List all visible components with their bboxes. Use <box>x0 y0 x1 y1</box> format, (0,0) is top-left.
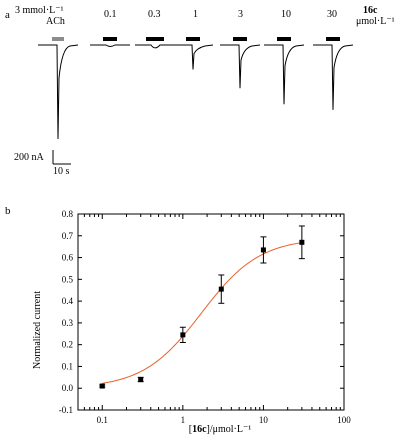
dose-application-bar <box>233 37 247 41</box>
x-axis-label-compound: 16c <box>192 424 207 435</box>
x-tick-label: 0.1 <box>97 415 108 425</box>
hill-fit-line <box>102 242 302 384</box>
current-trace <box>220 44 261 89</box>
dose-label-5: 30 <box>327 9 337 20</box>
x-tick-label: 100 <box>337 415 351 425</box>
panel-b-label: b <box>5 205 11 217</box>
electrophysiology-traces <box>38 37 354 165</box>
y-tick-label: 0.1 <box>62 361 73 371</box>
current-trace <box>173 44 214 70</box>
x-axis-label-open: [ <box>189 424 192 435</box>
current-trace <box>90 44 130 47</box>
current-trace <box>135 44 175 49</box>
compound-label: 16c <box>363 5 378 16</box>
scale-bar-current-label: 200 nA <box>14 152 44 163</box>
data-point <box>180 332 186 338</box>
unit-label: μmol·L⁻¹ <box>356 16 395 27</box>
x-tick-label: 1 <box>181 415 186 425</box>
x-axis-label-unit: ]/μmol·L⁻¹ <box>207 424 252 435</box>
scale-bar-time-label: 10 s <box>53 166 70 177</box>
data-point <box>260 247 266 253</box>
dose-label-4: 10 <box>281 9 291 20</box>
dose-application-bar <box>326 37 340 41</box>
y-tick-label: 0.3 <box>62 318 74 328</box>
dose-response-chart: -0.1 0.0 0.1 0.2 0.3 0.4 0.5 0.6 0.7 0.8 0.1 1 10 100… <box>32 209 352 435</box>
y-tick-label: 0.5 <box>62 274 74 284</box>
data-point <box>138 377 144 383</box>
y-tick-label: 0.8 <box>62 209 74 219</box>
current-trace <box>38 44 79 140</box>
y-tick-label: -0.1 <box>59 405 73 415</box>
dose-application-bar <box>186 37 200 41</box>
chart-axes: -0.1 0.0 0.1 0.2 0.3 0.4 0.5 0.6 0.7 0.8 0.1 1 10 100 <box>59 209 352 425</box>
current-trace <box>313 44 354 110</box>
fit-curve <box>102 242 302 384</box>
x-axis-label: [16c]/μmol·L⁻¹ <box>189 424 252 435</box>
dose-label-1: 0.3 <box>148 9 161 20</box>
dose-label-2: 1 <box>193 9 198 20</box>
y-tick-label: 0.7 <box>62 231 74 241</box>
dose-application-bar <box>277 37 291 41</box>
control-concentration-label: 3 mmol·L⁻¹ <box>15 5 64 16</box>
y-tick-label: 0.2 <box>62 340 73 350</box>
y-tick-label: 0.6 <box>62 253 74 263</box>
scale-bar <box>52 150 71 165</box>
y-axis-label: Normalized current <box>32 291 43 369</box>
data-points <box>99 225 305 389</box>
y-tick-label: 0.0 <box>62 383 74 393</box>
current-traces <box>38 44 354 140</box>
current-trace <box>264 44 305 105</box>
data-point <box>299 239 305 245</box>
plot-frame <box>77 213 345 411</box>
control-agonist-label: ACh <box>46 16 65 27</box>
dose-application-bar <box>146 37 164 41</box>
application-bars <box>52 37 340 41</box>
dose-application-bar <box>103 37 117 41</box>
data-point <box>99 383 105 389</box>
dose-label-3: 3 <box>238 9 243 20</box>
data-point <box>218 286 224 292</box>
control-application-bar <box>52 37 64 41</box>
panel-a-label: a <box>5 9 10 21</box>
x-tick-label: 10 <box>259 415 269 425</box>
dose-label-0: 0.1 <box>104 9 117 20</box>
y-tick-label: 0.4 <box>62 296 74 306</box>
